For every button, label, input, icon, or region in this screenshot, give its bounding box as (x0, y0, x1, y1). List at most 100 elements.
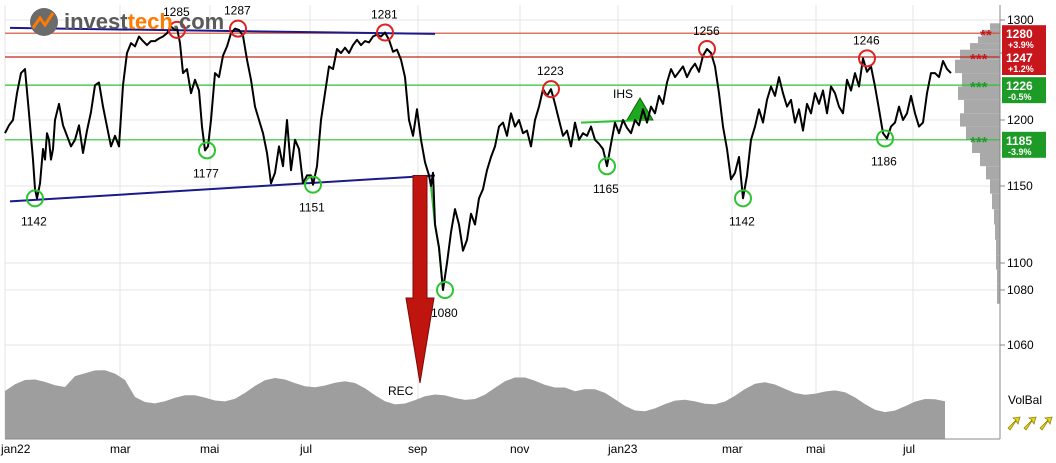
peak-circle (858, 49, 876, 68)
peak-label: 1285 (163, 5, 190, 19)
grid (4, 5, 1000, 439)
volume-profile-bar (972, 139, 1000, 153)
x-tick-label: sep (408, 442, 428, 456)
level-tag-box (1002, 131, 1046, 158)
level-tag-value: 1226 (1006, 79, 1033, 93)
peak-circle (168, 20, 186, 39)
trough-label: 1165 (593, 182, 619, 196)
trough-label: 1177 (193, 166, 219, 180)
level-tag-pct: -0.5% (1008, 92, 1032, 102)
peak-label: 1256 (693, 24, 720, 38)
peak-label: 1281 (371, 8, 398, 22)
level-tag-value: 1185 (1006, 134, 1032, 148)
peak-label: 1287 (224, 4, 251, 18)
level-stars: *** (970, 134, 988, 151)
peak-circle (229, 19, 247, 38)
level-stars: ** (980, 27, 992, 44)
x-tick-label: mai (200, 442, 219, 456)
trough-circle (876, 129, 894, 148)
level-tag-value: 1280 (1006, 27, 1033, 41)
peak-label: 1246 (853, 33, 880, 47)
logo-icon (30, 8, 58, 36)
x-tick-label: jul (299, 442, 312, 456)
arrow-up-right-icon (1023, 416, 1037, 431)
trough-circle (26, 189, 44, 208)
trough-circle (598, 157, 616, 176)
trough-circle (734, 189, 752, 208)
peak-circle (698, 40, 716, 59)
volume-profile-bar (960, 49, 1000, 60)
volume-profile-bar (990, 23, 1000, 30)
brand-invest: invest (64, 9, 128, 34)
volume-profile-bar (997, 283, 1000, 304)
x-tick-label: mai (806, 442, 825, 456)
trough-label: 1142 (21, 214, 47, 228)
level-stars: *** (970, 51, 988, 68)
x-tick-label: mar (110, 442, 131, 456)
peak-circle (376, 23, 394, 42)
price-line (4, 25, 952, 291)
level-tag-pct: -3.9% (1008, 147, 1032, 157)
x-axis: jan22 mar mai jul sep nov jan23 mar mai jul (0, 438, 1000, 456)
x-tick-label: jan22 (0, 442, 31, 456)
x-tick-label: nov (510, 442, 529, 456)
arrow-up-right-icon (1039, 416, 1053, 431)
volume-profile-bar (970, 43, 1000, 50)
rec-label: REC (388, 384, 414, 398)
volume-profile-bar (995, 224, 1000, 240)
volbal-label: VolBal (1008, 393, 1042, 407)
volume-profile-bar (992, 193, 1000, 210)
volume-profile-bar (994, 209, 1000, 225)
volume-profile-bar (996, 255, 1000, 270)
trough-label: 1142 (729, 214, 755, 228)
volume-profile-bar (958, 86, 1000, 100)
trend-lines (9, 26, 436, 203)
volume-profile-bar (997, 269, 1000, 284)
level-tag-box (1002, 25, 1046, 52)
trend-line-lower (9, 174, 436, 203)
peak-circle (542, 80, 560, 99)
volume-profile-bar (986, 166, 1000, 180)
volume-profile-bar (980, 153, 1000, 167)
level-tag-pct: +3.9% (1008, 40, 1034, 50)
volume-profile-bar (966, 126, 1000, 140)
volume-area (5, 370, 945, 439)
x-tick-label: jan23 (607, 442, 638, 456)
volume-area-fill (5, 370, 945, 439)
volume-profile-bar (996, 239, 1000, 256)
plot-frame (5, 5, 1000, 439)
level-tag-box (1002, 49, 1046, 76)
level-tag-box (1002, 77, 1046, 104)
volbal-arrows (1007, 416, 1053, 431)
level-tags: ** 1280+3.9% *** 1247+1.2% *** 1226-0.5% *** 11… (970, 25, 1046, 158)
trough-circle (436, 281, 454, 299)
volume-profile-bar (962, 73, 1000, 87)
trough-circle (304, 175, 322, 194)
level-stars: *** (970, 79, 988, 96)
level-tag-value: 1247 (1006, 51, 1033, 65)
x-tick-label: mar (722, 442, 743, 456)
y-tick-label: 1150 (1007, 179, 1033, 193)
volume-profile-bar (990, 179, 1000, 194)
arrow-up-right-icon (1007, 416, 1021, 431)
y-tick-label: 1060 (1007, 338, 1034, 352)
trough-label: 1080 (431, 306, 458, 320)
volume-profile-bar (978, 36, 1000, 44)
trough-label: 1151 (299, 201, 325, 215)
volume-profile-bar (964, 99, 1000, 114)
y-tick-label: 1300 (1007, 13, 1034, 27)
trough-circle (198, 141, 216, 160)
level-tag-pct: +1.2% (1008, 64, 1034, 74)
y-tick-label: 1100 (1007, 256, 1033, 270)
extreme-markers: 1285 1287 1281 1223 1256 1246 1142 1177 1151 1080… (21, 4, 897, 320)
brand-logo[interactable]: investtech.com (30, 8, 224, 36)
y-tick-label: 1200 (1007, 113, 1034, 127)
trough-label: 1186 (871, 154, 897, 168)
ihs-label: IHS (613, 87, 633, 101)
rec-arrow (405, 174, 435, 384)
peak-label: 1223 (537, 64, 564, 78)
x-tick-label: jul (902, 442, 915, 456)
y-tick-label: 1080 (1007, 283, 1034, 297)
brand-tech: tech (128, 9, 173, 34)
